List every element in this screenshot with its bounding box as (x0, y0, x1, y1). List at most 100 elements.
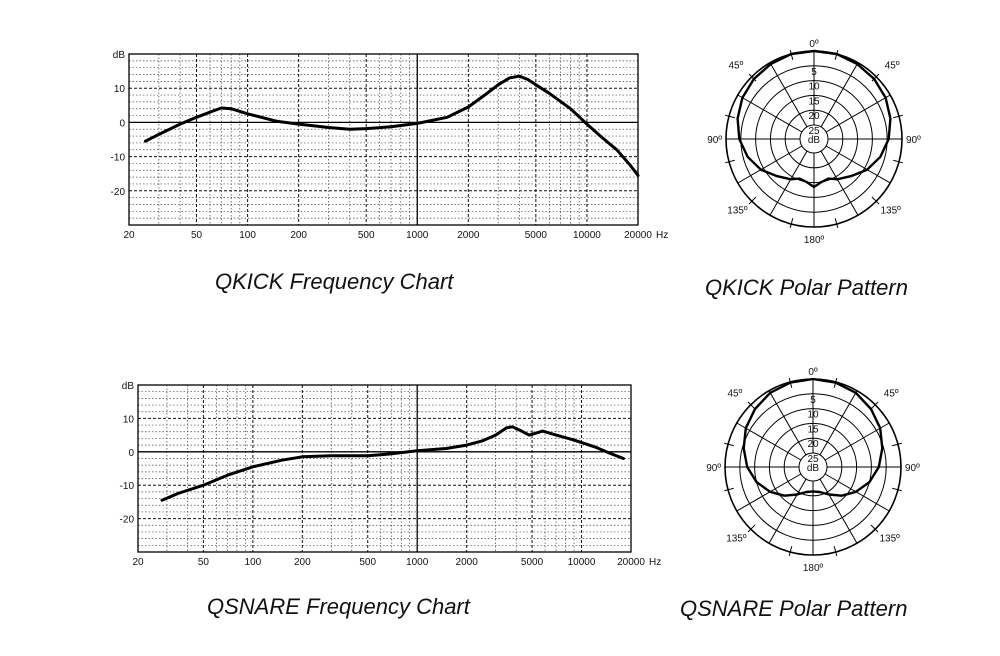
polar-tick (893, 114, 903, 119)
polar-spoke (768, 390, 807, 456)
y-axis-label: dB (113, 50, 126, 61)
x-tick-label: 50 (191, 230, 203, 241)
x-tick-label: 20 (123, 230, 135, 241)
qkick-frequency-title: QKICK Frequency Chart (215, 269, 454, 294)
grid (138, 385, 631, 552)
polar-tick (893, 159, 903, 164)
qsnare-polar-chart: 5 10 15 20 25 dB 0º 45º 45º 90º 90º 135º 135º 180º (690, 360, 940, 582)
polar-angle-label: 45º (885, 60, 900, 71)
plot-frame (137, 384, 632, 553)
x-tick-label: 50 (198, 557, 210, 568)
x-tick-label: 200 (290, 230, 307, 241)
polar-tick (748, 73, 757, 82)
polar-spoke (769, 150, 808, 216)
polar-tick (870, 401, 879, 410)
polar-angle-label: 90º (906, 135, 921, 146)
response-curve (160, 425, 625, 502)
y-tick-label: 0 (128, 448, 134, 459)
x-tick-label: 20000 (624, 230, 652, 241)
y-tick-label: -20 (120, 515, 135, 526)
x-tick-label: 20000 (617, 557, 645, 568)
x-tick-label: 2000 (457, 230, 480, 241)
polar-ring-label: 20 (808, 111, 820, 122)
x-axis-unit: Hz (649, 557, 661, 568)
qsnare-frequency-chart: dB 10 0 -10 -20 20 50 100 200 500 1000 2000 5000 1000… (110, 375, 670, 570)
y-axis-label: dB (122, 381, 135, 392)
polar-ring-label: 5 (811, 67, 817, 78)
x-tick-label: 2000 (456, 557, 479, 568)
plot-frame (128, 53, 639, 226)
polar-spoke (736, 422, 802, 461)
polar-spoke (769, 62, 808, 128)
polar-angle-label: 45º (728, 388, 743, 399)
response-curve (143, 74, 640, 177)
polar-ring-label: 25 (807, 454, 819, 465)
polar-tick (834, 218, 839, 228)
polar-angle-label: 90º (707, 135, 722, 146)
polar-angle-label: 90º (706, 463, 721, 474)
polar-angle-label: 135º (727, 205, 748, 216)
polar-tick (725, 159, 735, 164)
polar-ring-label: 10 (807, 410, 819, 421)
x-tick-label: 100 (245, 557, 262, 568)
polar-tick (748, 196, 757, 205)
polar-angle-label: 45º (884, 388, 899, 399)
x-axis-unit: Hz (656, 230, 668, 241)
polar-angle-label: 90º (905, 463, 920, 474)
polar-angle-label: 135º (726, 533, 747, 544)
polar-spoke (737, 145, 803, 184)
x-tick-label: 10000 (568, 557, 596, 568)
polar-tick (747, 524, 756, 533)
polar-ring-label: 20 (807, 439, 819, 450)
polar-ring-label: 5 (810, 395, 816, 406)
polar-ring-label: 15 (808, 96, 820, 107)
x-tick-label: 10000 (573, 230, 601, 241)
y-tick-label: 10 (114, 84, 126, 95)
polar-ring-label: 25 (808, 126, 820, 137)
x-tick-label: 500 (359, 557, 376, 568)
polar-tick (747, 401, 756, 410)
qkick-polar-title: QKICK Polar Pattern (705, 275, 908, 300)
polar-spoke (825, 145, 891, 184)
x-tick-label: 100 (239, 230, 256, 241)
polar-tick (789, 218, 794, 228)
x-tick-label: 1000 (406, 230, 429, 241)
grid (129, 54, 638, 225)
polar-spoke (819, 478, 858, 544)
polar-ring-label: 15 (807, 424, 819, 435)
polar-spoke (736, 473, 802, 512)
polar-spoke (820, 150, 859, 216)
x-tick-label: 1000 (406, 557, 429, 568)
polar-tick (892, 487, 902, 492)
polar-ring-label: 10 (808, 82, 820, 93)
polar-angle-label: 180º (804, 235, 825, 246)
polar-angle-label: 180º (803, 563, 824, 574)
qsnare-frequency-title: QSNARE Frequency Chart (207, 594, 470, 619)
polar-tick (725, 114, 735, 119)
x-tick-label: 20 (132, 557, 144, 568)
polar-angle-label: 45º (729, 60, 744, 71)
polar-spoke (825, 94, 891, 133)
y-tick-label: 0 (119, 118, 125, 129)
polar-center-label: dB (807, 463, 820, 474)
polar-spoke (824, 473, 890, 512)
polar-spoke (768, 478, 807, 544)
qkick-frequency-chart: dB 10 0 -10 -20 20 50 100 200 500 1000 2000 5000 1000… (110, 42, 670, 242)
polar-center-label: dB (808, 135, 821, 146)
polar-angle-label: 0º (809, 39, 819, 50)
polar-spoke (824, 422, 890, 461)
qsnare-polar-title: QSNARE Polar Pattern (680, 596, 908, 621)
polar-angle-label: 0º (808, 367, 818, 378)
polar-tick (870, 524, 879, 533)
qkick-polar-chart: 5 10 15 20 25 dB 0º 45º 45º 90º 90º 135º 135º 180º (700, 36, 930, 248)
x-tick-label: 500 (358, 230, 375, 241)
polar-tick (788, 546, 793, 556)
y-tick-label: -20 (111, 187, 126, 198)
polar-angle-label: 135º (880, 205, 901, 216)
polar-spoke (820, 62, 859, 128)
polar-tick (724, 487, 734, 492)
